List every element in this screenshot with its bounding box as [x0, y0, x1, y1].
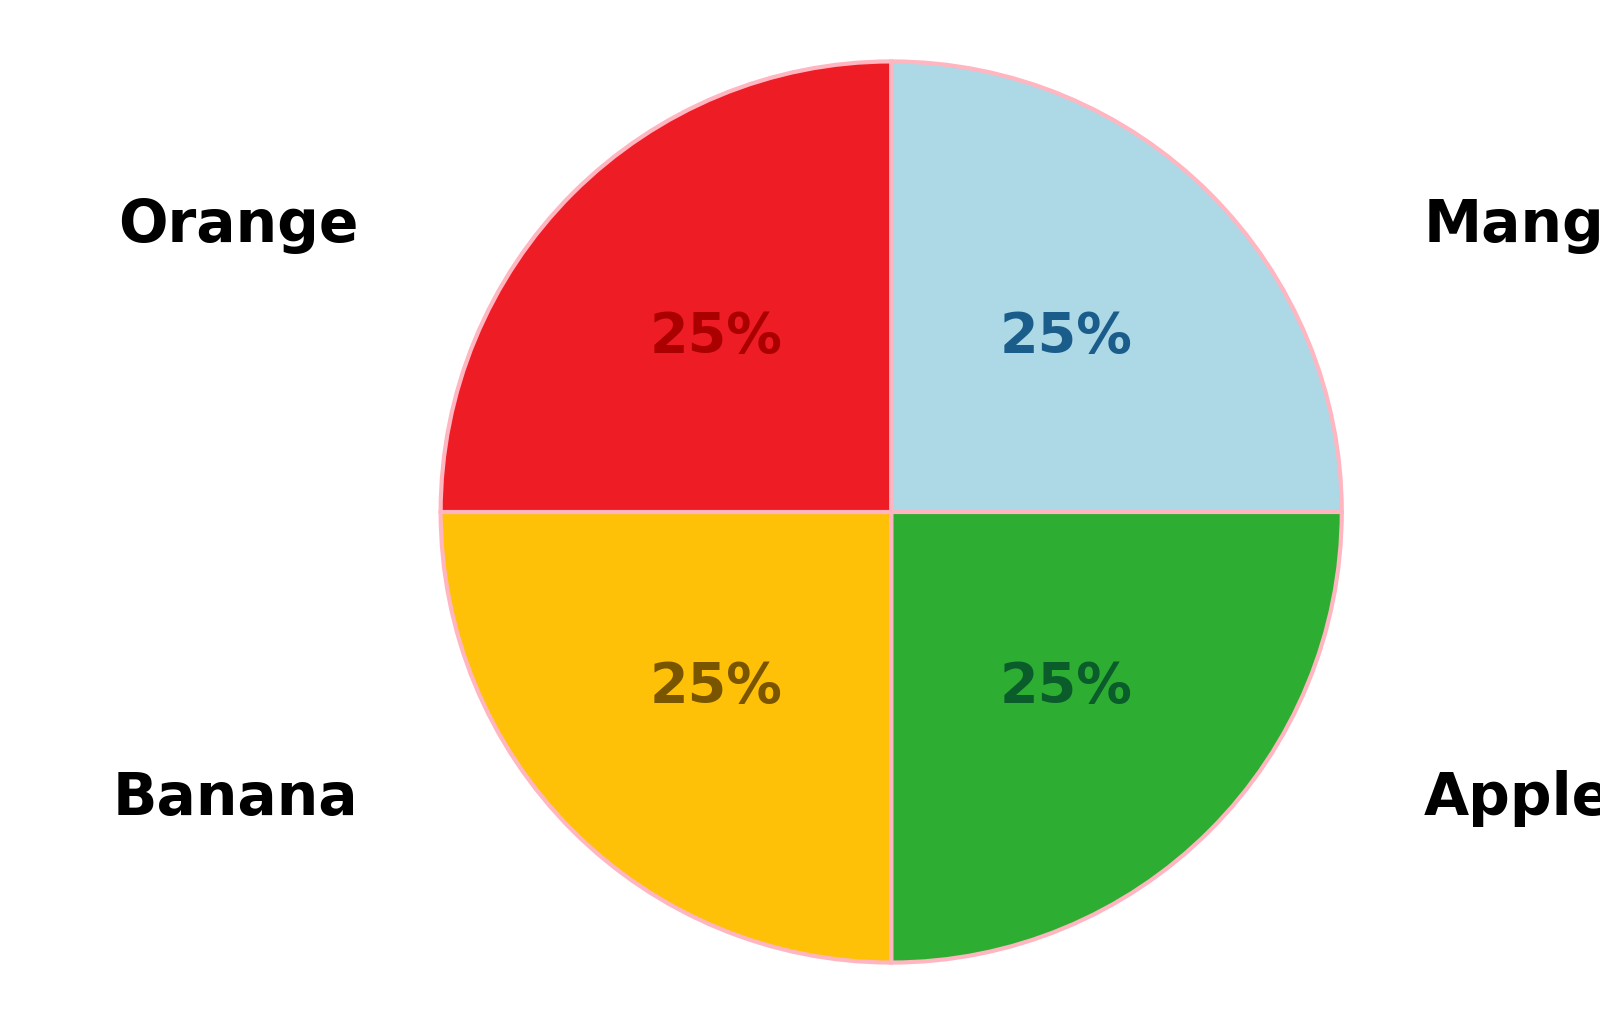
Text: 25%: 25%	[650, 660, 782, 714]
Text: 25%: 25%	[650, 310, 782, 364]
Text: Banana: Banana	[114, 770, 358, 827]
Text: Orange: Orange	[118, 197, 358, 254]
Wedge shape	[440, 61, 891, 512]
Wedge shape	[891, 512, 1342, 963]
Text: 25%: 25%	[1000, 310, 1133, 364]
Wedge shape	[440, 512, 891, 963]
Text: 25%: 25%	[1000, 660, 1133, 714]
Wedge shape	[891, 61, 1342, 512]
Text: Mango: Mango	[1424, 197, 1600, 254]
Text: Apple: Apple	[1424, 770, 1600, 827]
